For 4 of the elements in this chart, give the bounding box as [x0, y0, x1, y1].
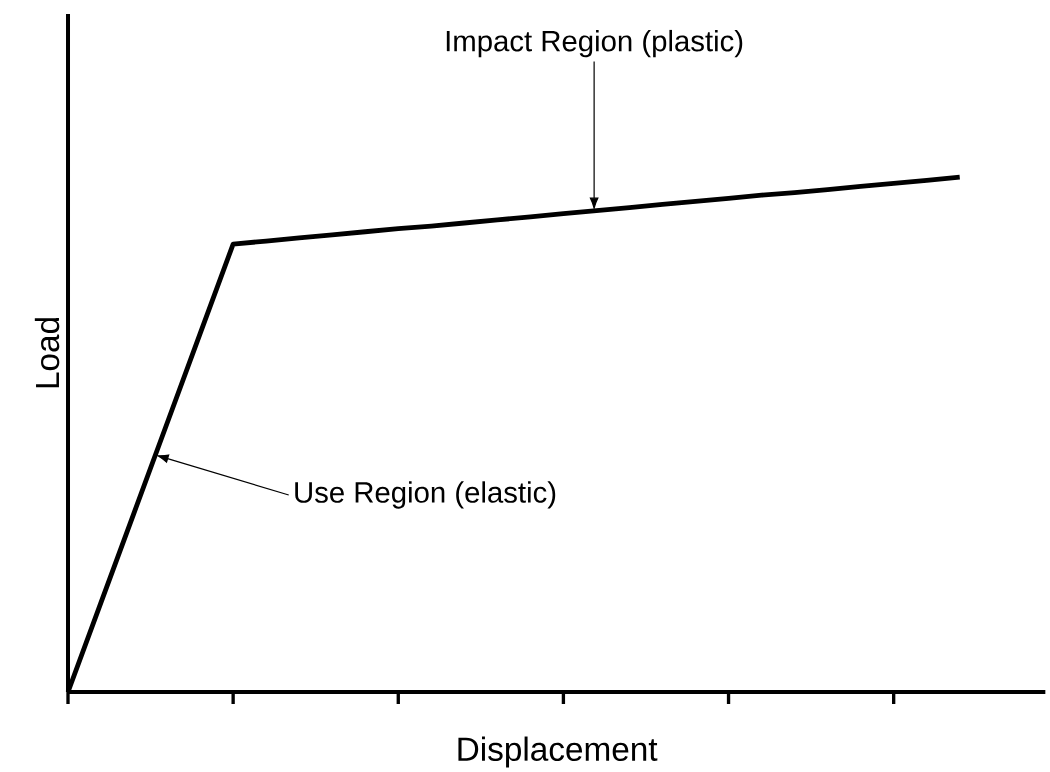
annotation: Use Region (elastic): [295, 481, 556, 509]
x-axis-title: Displacement: [458, 736, 658, 768]
y-axis-title: Load: [34, 318, 60, 388]
text: Impact Region (plastic): [446, 29, 743, 58]
